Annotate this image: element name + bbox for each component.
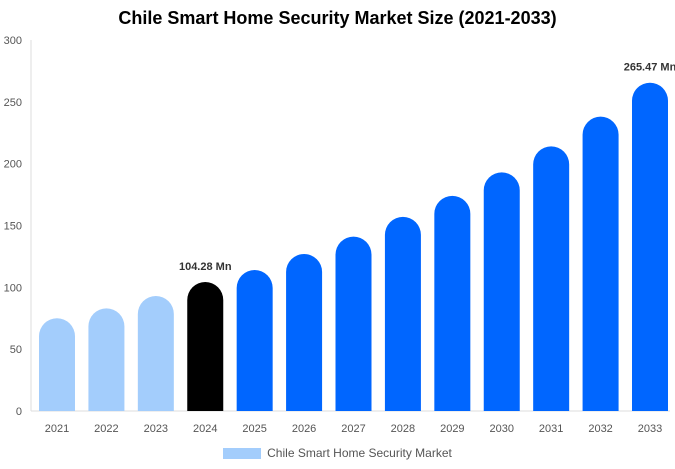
x-tick-label: 2028 <box>391 423 415 435</box>
x-tick-label: 2029 <box>440 423 464 435</box>
x-tick-label: 2026 <box>292 423 316 435</box>
x-tick-label: 2024 <box>193 423 217 435</box>
x-tick-label: 2027 <box>341 423 365 435</box>
data-label: 104.28 Mn <box>179 261 232 273</box>
x-tick-label: 2025 <box>242 423 266 435</box>
bar-2032 <box>582 116 619 411</box>
bar-2026 <box>286 253 323 411</box>
x-tick-label: 2022 <box>94 423 118 435</box>
bar-2029 <box>434 195 471 411</box>
legend-label: Chile Smart Home Security Market <box>267 446 452 460</box>
data-label: 265.47 Mn <box>624 62 675 74</box>
y-tick-label: 50 <box>10 344 22 356</box>
y-tick-label: 200 <box>4 159 22 171</box>
bar-2024 <box>187 282 224 411</box>
x-tick-label: 2021 <box>45 423 69 435</box>
bar-2028 <box>384 216 421 411</box>
x-tick-label: 2033 <box>638 423 662 435</box>
legend: Chile Smart Home Security Market <box>0 446 675 460</box>
chart-title: Chile Smart Home Security Market Size (2… <box>118 8 557 28</box>
x-tick-label: 2030 <box>490 423 514 435</box>
y-tick-label: 100 <box>4 282 22 294</box>
bar-2033 <box>632 82 668 412</box>
legend-swatch <box>223 447 262 459</box>
bar-2027 <box>335 236 372 411</box>
bar-2022 <box>88 308 125 411</box>
y-tick-label: 250 <box>4 97 22 109</box>
x-tick-label: 2031 <box>539 423 563 435</box>
bar-2030 <box>483 172 520 411</box>
y-tick-label: 300 <box>4 35 22 47</box>
y-tick-label: 0 <box>16 406 22 418</box>
y-tick-label: 150 <box>4 221 22 233</box>
x-tick-label: 2032 <box>588 423 612 435</box>
bar-2023 <box>137 296 174 411</box>
bar-2031 <box>533 146 570 411</box>
bar-2021 <box>39 318 75 411</box>
bar-2025 <box>236 270 273 411</box>
x-tick-label: 2023 <box>144 423 168 435</box>
